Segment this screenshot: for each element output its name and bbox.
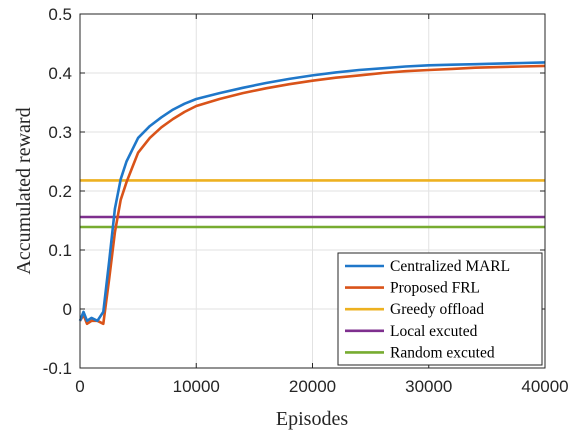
y-tick-label: 0.5 [48, 5, 72, 24]
x-tick-label: 30000 [405, 377, 452, 396]
legend-label: Proposed FRL [390, 280, 480, 297]
legend-label: Random excuted [390, 344, 495, 361]
x-tick-label: 0 [75, 377, 84, 396]
legend-label: Greedy offload [390, 301, 484, 318]
y-tick-label: -0.1 [43, 359, 72, 378]
y-tick-label: 0.3 [48, 123, 72, 142]
x-tick-label: 20000 [289, 377, 336, 396]
y-tick-label: 0.1 [48, 241, 72, 260]
x-tick-label: 10000 [173, 377, 220, 396]
series-line-proposed-frl [78, 64, 546, 326]
x-axis-title: Episodes [276, 408, 348, 430]
legend-label: Centralized MARL [390, 258, 510, 275]
y-tick-label: 0 [63, 300, 72, 319]
y-tick-label: 0.2 [48, 182, 72, 201]
series-layer [78, 61, 546, 326]
y-axis-title: Accumulated reward [13, 107, 35, 274]
legend-label: Local excuted [390, 323, 478, 340]
legend: Centralized MARL Proposed FRL Greedy offlo… [337, 252, 543, 366]
ticks: 0 10000 20000 30000 40000-0.100.10.20.30.40.… [43, 5, 569, 396]
x-tick-label: 40000 [521, 377, 568, 396]
series-line-centralized-marl [78, 61, 546, 323]
y-tick-label: 0.4 [48, 64, 72, 83]
